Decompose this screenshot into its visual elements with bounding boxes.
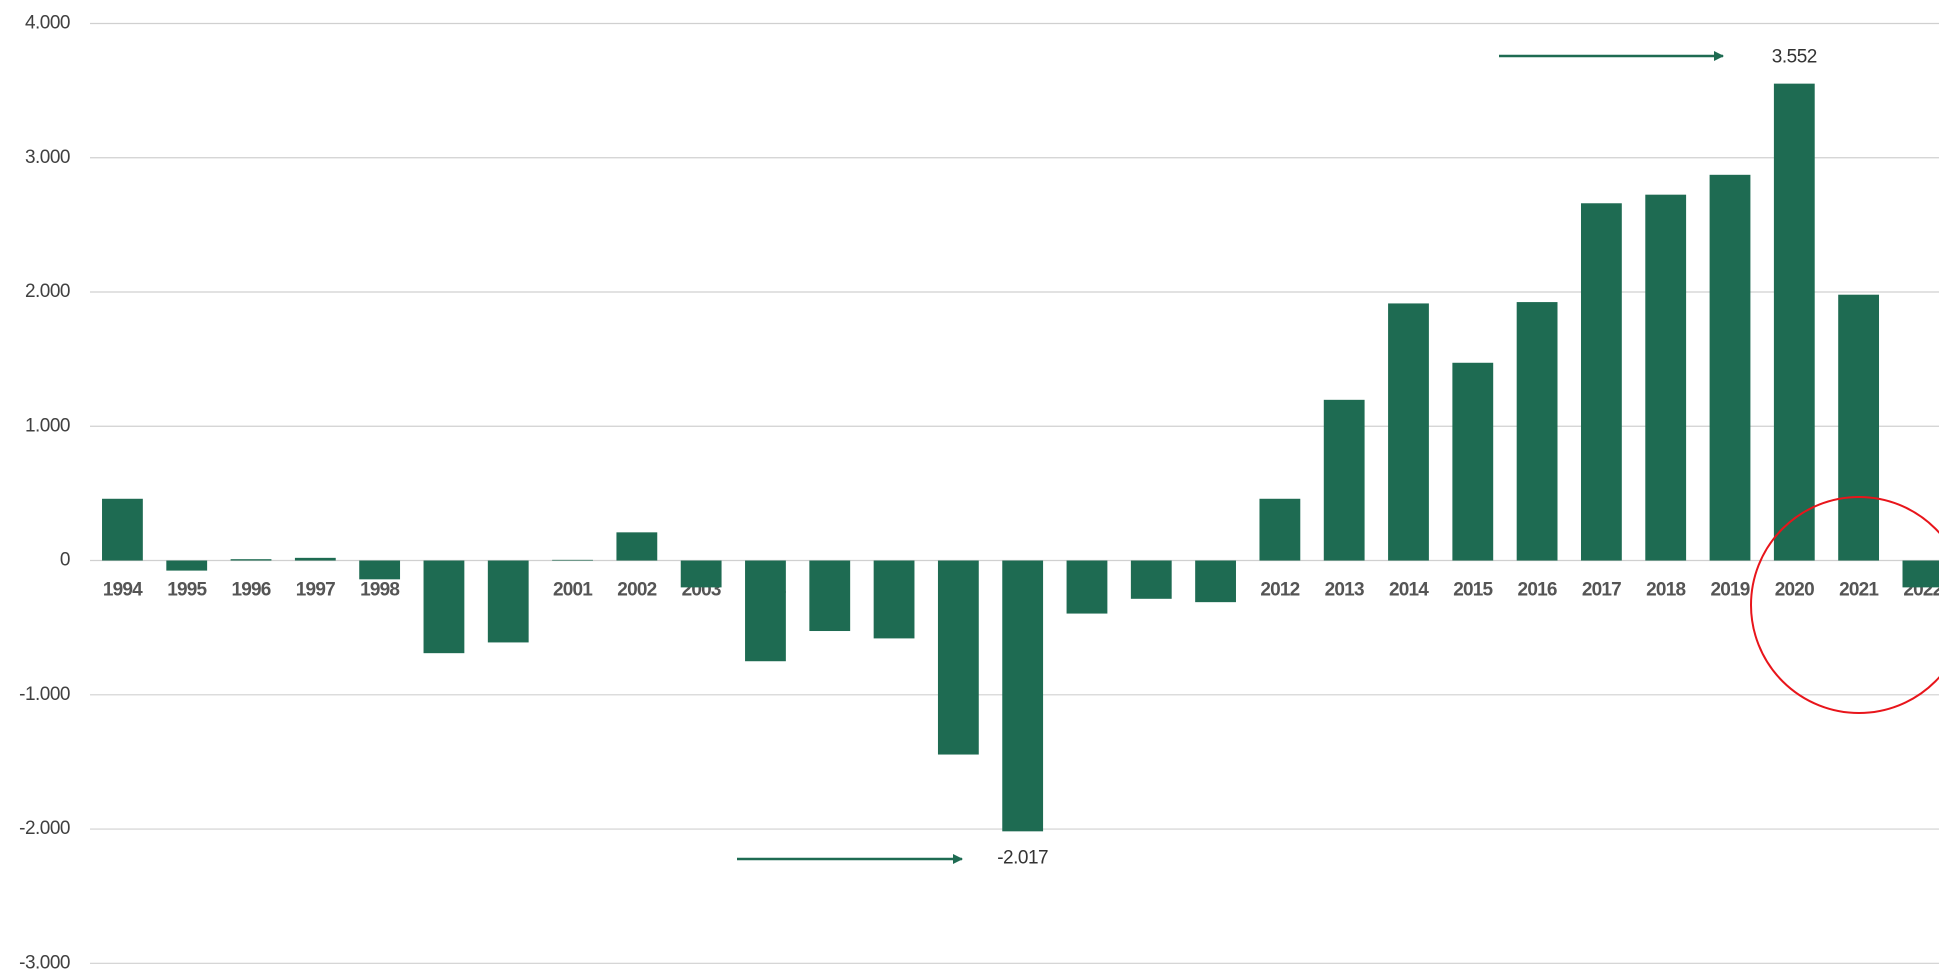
x-tick-label: 2016 <box>1518 580 1557 601</box>
x-tick-label: 1998 <box>360 580 399 601</box>
highlight-circle <box>1750 496 1939 714</box>
bar <box>1259 498 1301 561</box>
bar <box>1323 399 1365 561</box>
bar <box>1838 294 1880 561</box>
bar <box>937 560 979 755</box>
bar <box>1130 560 1172 599</box>
y-tick-label: 3.000 <box>25 147 70 168</box>
bar <box>616 532 658 561</box>
bar <box>102 498 143 561</box>
bar <box>230 559 272 561</box>
bar <box>166 560 208 571</box>
x-tick-label: 1997 <box>296 580 335 601</box>
bar <box>1516 302 1558 561</box>
bar <box>1773 83 1815 561</box>
bar <box>1195 560 1236 603</box>
bar <box>487 560 529 643</box>
x-tick-label: 1994 <box>103 580 143 601</box>
x-tick-label: 2020 <box>1775 580 1814 601</box>
bar <box>423 560 465 654</box>
x-tick-label: 2019 <box>1710 580 1749 601</box>
bar <box>359 560 401 580</box>
plot: -3.000 -2.000 -1.000 0 1.000 2.000 3.000 4.000 1… <box>19 13 1939 973</box>
bar <box>1002 560 1044 832</box>
x-tick-label: 1996 <box>231 580 270 601</box>
bar <box>680 560 722 588</box>
x-tick-label: 2018 <box>1646 580 1685 601</box>
data-label: -2.017 <box>997 847 1048 868</box>
bar <box>745 560 786 662</box>
bar <box>809 560 851 632</box>
x-tick-label: 2001 <box>553 580 593 601</box>
bar <box>1902 560 1939 588</box>
x-tick-label: 2002 <box>617 580 656 601</box>
x-tick-label: 1995 <box>167 580 207 601</box>
y-tick-label: -2.000 <box>19 818 70 839</box>
x-tick-label: 2015 <box>1453 580 1493 601</box>
bar <box>1709 174 1751 561</box>
bar <box>552 559 593 561</box>
bar <box>873 560 915 639</box>
y-tick-label: 0 <box>60 550 70 571</box>
bar <box>1452 362 1494 561</box>
bar <box>1388 303 1429 561</box>
y-tick-label: 4.000 <box>25 13 70 34</box>
y-tick-label: -3.000 <box>19 952 70 973</box>
bar <box>1066 560 1108 614</box>
y-tick-label: 1.000 <box>25 415 70 436</box>
x-tick-label: 2014 <box>1389 580 1429 601</box>
bar <box>1645 194 1687 561</box>
x-tick-label: 2021 <box>1839 580 1879 601</box>
x-tick-label: 2012 <box>1260 580 1299 601</box>
y-tick-label: 2.000 <box>25 281 70 302</box>
x-tick-label: 2013 <box>1325 580 1364 601</box>
y-tick-label: -1.000 <box>19 684 70 705</box>
bar <box>294 557 336 561</box>
bar <box>1580 203 1622 561</box>
data-label: 3.552 <box>1772 47 1817 68</box>
x-tick-label: 2017 <box>1582 580 1621 601</box>
